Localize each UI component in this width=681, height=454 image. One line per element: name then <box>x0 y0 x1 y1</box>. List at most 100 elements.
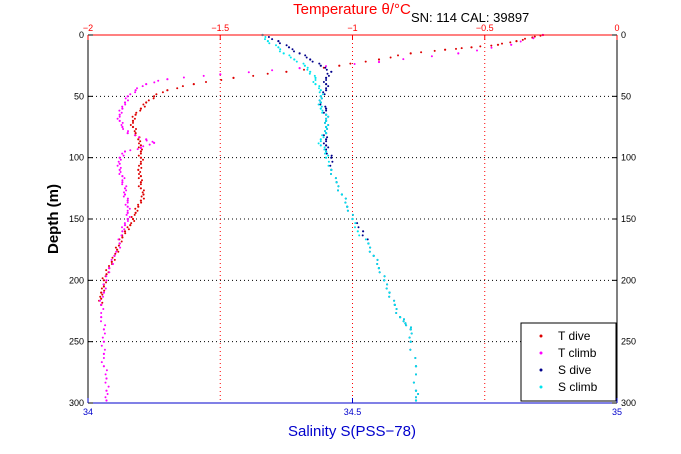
legend-label: S dive <box>558 363 592 377</box>
data-point <box>304 54 307 57</box>
data-point <box>125 189 128 192</box>
data-point <box>145 101 148 104</box>
data-point <box>314 83 317 86</box>
data-point <box>147 99 150 102</box>
depth-tick-label-left: 250 <box>69 337 84 347</box>
data-point <box>119 158 122 161</box>
data-point <box>122 154 125 157</box>
data-point <box>122 128 125 130</box>
depth-tick-label-left: 150 <box>69 214 84 224</box>
data-point <box>123 101 127 104</box>
depth-tick-label-right: 50 <box>621 91 631 101</box>
data-point <box>192 83 195 86</box>
data-point <box>126 217 129 221</box>
data-point <box>386 283 389 286</box>
data-point <box>120 234 123 237</box>
data-point <box>323 146 326 149</box>
data-point <box>99 295 102 298</box>
data-point <box>376 263 379 265</box>
data-point <box>102 328 105 331</box>
data-point <box>117 244 120 247</box>
data-point <box>134 211 137 214</box>
data-point <box>298 52 301 55</box>
data-point <box>103 289 106 292</box>
data-point <box>362 230 365 233</box>
data-point <box>124 97 127 100</box>
temperature-tick-label: −2 <box>83 23 93 33</box>
data-point <box>232 76 235 79</box>
data-point <box>121 105 124 108</box>
data-point <box>490 46 493 49</box>
legend-marker <box>539 334 543 338</box>
data-point <box>123 228 126 231</box>
data-point <box>364 238 367 241</box>
data-point <box>121 175 124 178</box>
data-point <box>403 318 405 321</box>
data-point <box>383 275 386 278</box>
data-point <box>433 49 436 52</box>
depth-tick-label-left: 50 <box>74 91 84 101</box>
data-point <box>121 152 124 155</box>
salinity-tick-label: 34.5 <box>344 407 362 417</box>
data-point <box>141 179 143 182</box>
data-point <box>457 52 460 55</box>
data-point <box>325 109 328 112</box>
data-point <box>309 58 312 61</box>
data-point <box>104 396 107 399</box>
data-point <box>353 63 356 65</box>
data-point <box>354 226 356 229</box>
data-point <box>318 85 321 88</box>
data-point <box>364 60 367 63</box>
data-point <box>118 168 121 171</box>
data-point <box>141 148 143 151</box>
data-point <box>306 68 309 71</box>
data-point <box>110 260 113 263</box>
data-point <box>356 222 359 225</box>
data-point <box>139 160 142 163</box>
data-point <box>393 299 396 302</box>
data-point <box>99 299 101 302</box>
data-point <box>325 140 328 143</box>
data-point <box>134 207 137 210</box>
data-point <box>118 173 121 175</box>
data-point <box>102 365 105 368</box>
data-point <box>303 68 305 71</box>
data-point <box>414 357 417 359</box>
data-point <box>138 164 140 167</box>
data-point <box>102 291 105 294</box>
data-point <box>377 60 381 64</box>
data-point <box>118 242 121 245</box>
data-point <box>288 54 291 57</box>
data-point <box>139 183 142 186</box>
data-point <box>129 93 132 96</box>
data-point <box>139 199 142 202</box>
data-point <box>121 125 124 129</box>
data-point <box>126 205 129 208</box>
data-point <box>137 185 140 188</box>
data-point <box>121 226 123 229</box>
data-point <box>368 250 371 253</box>
data-point <box>137 168 140 171</box>
data-point <box>155 93 158 96</box>
data-point <box>120 240 123 243</box>
data-point <box>131 125 135 129</box>
data-point <box>330 156 333 159</box>
data-point <box>119 171 122 173</box>
data-point <box>325 87 328 90</box>
data-point <box>131 115 134 118</box>
legend-box <box>520 322 617 402</box>
data-point <box>153 141 156 144</box>
data-point <box>324 152 326 155</box>
temperature-tick-label: −1.5 <box>211 23 229 33</box>
data-point <box>308 72 311 75</box>
data-point <box>139 140 142 143</box>
data-point <box>344 201 347 204</box>
data-point <box>291 48 294 51</box>
data-point <box>113 258 116 261</box>
data-point <box>334 177 337 180</box>
data-point <box>325 152 328 155</box>
data-point <box>121 121 124 124</box>
data-point <box>521 38 524 41</box>
data-point <box>126 95 129 98</box>
data-point <box>133 220 136 222</box>
